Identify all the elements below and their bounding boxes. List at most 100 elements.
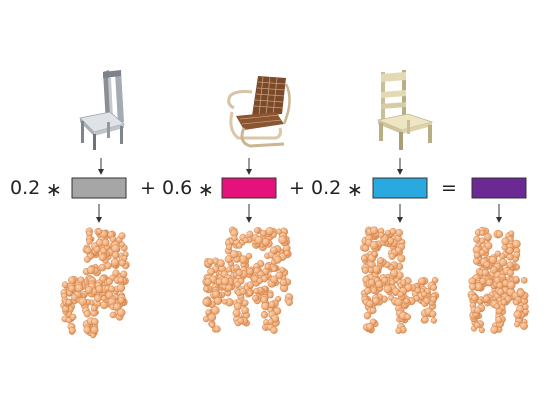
point	[225, 284, 233, 292]
point	[234, 281, 242, 289]
point	[473, 321, 481, 329]
point	[232, 309, 241, 318]
point	[98, 253, 107, 262]
point	[362, 244, 370, 252]
point	[101, 238, 110, 247]
point	[522, 303, 529, 310]
point	[482, 295, 490, 303]
point	[484, 241, 493, 250]
point	[389, 279, 396, 286]
point-cloud-chair-result	[467, 226, 529, 334]
point	[117, 297, 125, 304]
point	[205, 309, 212, 316]
point	[259, 230, 267, 237]
point	[61, 281, 69, 289]
point	[430, 284, 438, 291]
point	[105, 278, 113, 286]
point	[471, 294, 479, 302]
point	[233, 302, 242, 311]
point	[104, 262, 112, 270]
point	[472, 257, 480, 265]
multiply-symbol-2: ∗	[198, 179, 214, 201]
point	[118, 232, 126, 240]
point	[483, 261, 491, 268]
point	[216, 259, 225, 268]
point	[270, 246, 278, 254]
point	[86, 238, 93, 245]
point	[360, 254, 368, 262]
point	[430, 296, 437, 303]
point	[496, 288, 505, 296]
point	[108, 285, 116, 293]
point	[479, 229, 486, 236]
point	[273, 255, 282, 264]
point	[118, 259, 126, 267]
point	[113, 302, 122, 311]
point	[384, 229, 391, 236]
point	[271, 265, 278, 273]
point	[369, 240, 379, 250]
gray-metal-chair-icon	[79, 70, 125, 150]
point	[395, 327, 402, 334]
point	[423, 297, 431, 305]
point	[495, 230, 504, 238]
point	[378, 231, 385, 239]
point	[506, 247, 514, 255]
point-cloud-chair-1	[60, 227, 130, 339]
point	[369, 307, 377, 314]
point	[366, 300, 374, 308]
point	[506, 261, 514, 269]
point	[388, 252, 396, 260]
latent-code-box-2	[221, 177, 277, 199]
point	[405, 277, 412, 285]
point	[93, 294, 102, 303]
point	[512, 239, 521, 249]
point	[69, 313, 77, 321]
point	[120, 270, 128, 278]
point	[65, 299, 72, 306]
point	[368, 279, 376, 287]
equation-row: 0.2 ∗ + 0.6 ∗ + 0.2 ∗ =	[10, 177, 527, 201]
point	[101, 295, 107, 302]
cantilever-armchair-icon	[227, 76, 291, 148]
point	[267, 318, 274, 325]
point	[111, 251, 120, 259]
point	[513, 299, 520, 306]
point	[231, 234, 238, 242]
point	[479, 277, 487, 285]
point-cloud-chair-3	[360, 226, 440, 334]
equals-symbol: =	[441, 177, 457, 199]
point	[207, 313, 217, 322]
point	[241, 299, 249, 307]
point	[264, 263, 271, 270]
point	[397, 291, 404, 298]
point	[520, 322, 528, 330]
point	[283, 250, 290, 257]
point	[364, 287, 372, 295]
point	[116, 283, 126, 293]
point	[68, 276, 76, 285]
point	[242, 237, 249, 244]
point	[86, 266, 96, 275]
point	[490, 325, 499, 334]
point	[202, 297, 211, 307]
point	[383, 284, 392, 294]
point	[109, 236, 117, 243]
point	[213, 296, 222, 305]
point	[252, 294, 259, 302]
point	[361, 266, 369, 274]
point	[83, 310, 91, 318]
point	[212, 290, 220, 299]
point	[520, 276, 528, 284]
point	[279, 267, 286, 274]
point	[246, 267, 254, 276]
multiply-symbol-3: ∗	[347, 179, 363, 201]
point	[209, 321, 216, 329]
point	[478, 327, 485, 334]
point	[474, 306, 482, 314]
point	[239, 288, 247, 295]
point	[490, 266, 498, 274]
point	[363, 312, 372, 320]
